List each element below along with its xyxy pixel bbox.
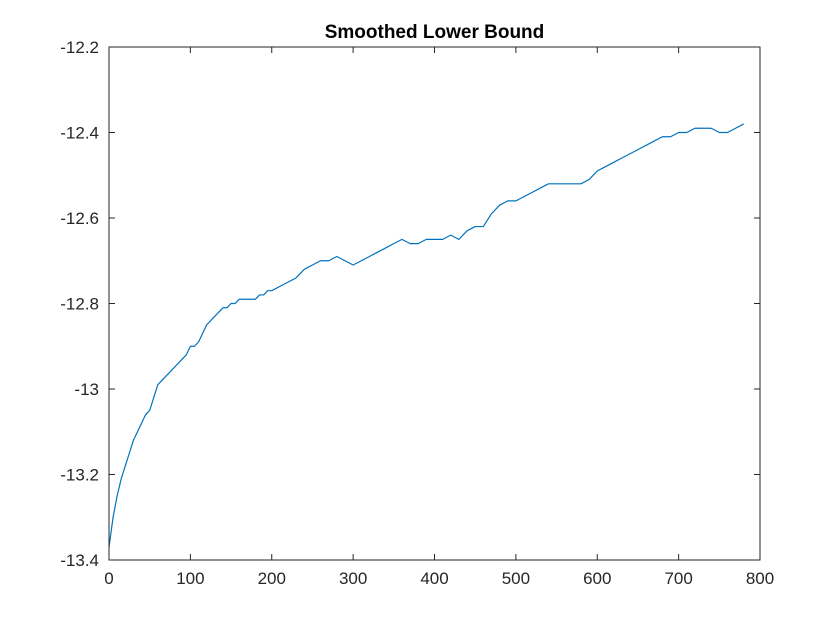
y-tick-label: -12.2 (60, 38, 99, 57)
series-line (108, 123, 745, 548)
y-tick-label: -12.8 (60, 295, 99, 314)
x-tick-label: 600 (583, 569, 611, 588)
plot-area (109, 47, 760, 560)
x-tick-label: 300 (339, 569, 367, 588)
y-tick-label: -13.2 (60, 466, 99, 485)
axes-box (108, 46, 761, 561)
x-tick-label: 700 (664, 569, 692, 588)
x-tick-label: 0 (104, 569, 113, 588)
y-tick-label: -12.6 (60, 209, 99, 228)
x-tick-label: 400 (420, 569, 448, 588)
axes-layer: 0 100 200 300 400 500 600 700 800 -12.2 -12.4 -12.6… (60, 38, 774, 588)
chart-title: Smoothed Lower Bound (325, 22, 545, 43)
x-tick-label: 200 (258, 569, 286, 588)
series-layer (108, 123, 745, 548)
y-tick-label: -13.4 (60, 551, 99, 570)
y-tick-label: -13 (74, 380, 99, 399)
x-tick-label: 800 (746, 569, 774, 588)
y-tick-label: -12.4 (60, 124, 99, 143)
x-tick-label: 500 (502, 569, 530, 588)
x-tick-label: 100 (176, 569, 204, 588)
